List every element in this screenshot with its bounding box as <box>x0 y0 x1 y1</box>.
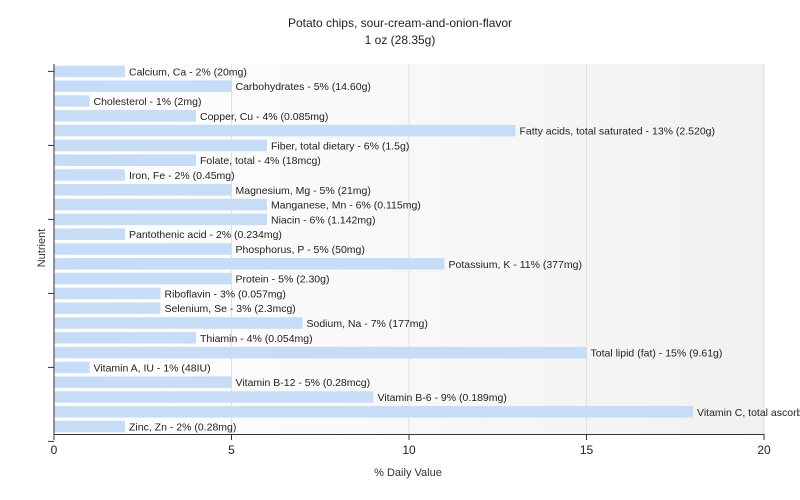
bar <box>54 184 232 196</box>
x-tick-label: 5 <box>228 443 235 457</box>
bar <box>54 80 232 92</box>
bar-label: Calcium, Ca - 2% (20mg) <box>129 66 247 78</box>
bar <box>54 287 161 300</box>
bar <box>54 391 374 403</box>
bar-label: Vitamin B-6 - 9% (0.189mg) <box>378 392 507 404</box>
bar-label: Zinc, Zn - 2% (0.28mg) <box>129 422 236 434</box>
bar <box>54 272 232 285</box>
bar <box>54 332 196 344</box>
bar <box>54 361 90 374</box>
bar-label: Total lipid (fat) - 15% (9.61g) <box>591 348 723 360</box>
chart-subtitle: 1 oz (28.35g) <box>365 33 436 47</box>
y-axis-label: Nutrient <box>36 229 48 268</box>
bar-label: Fatty acids, total saturated - 13% (2.52… <box>520 126 716 138</box>
bar <box>54 110 196 122</box>
x-ticks-group: 0 5 10 15 20 <box>51 434 771 457</box>
bar <box>54 346 587 359</box>
bar <box>54 317 303 329</box>
bar <box>54 302 161 314</box>
bar-label: Vitamin C, total ascorbic acid - 18% (10… <box>697 407 800 419</box>
chart-title: Potato chips, sour-cream-and-onion-flavo… <box>288 16 512 30</box>
bar <box>54 95 90 107</box>
x-tick-label: 20 <box>757 443 771 457</box>
bar <box>54 228 125 240</box>
bar <box>54 213 267 226</box>
bar <box>54 376 232 388</box>
bar <box>54 258 445 270</box>
bar <box>54 420 125 433</box>
bar-label: Sodium, Na - 7% (177mg) <box>307 318 428 330</box>
bar-label: Niacin - 6% (1.142mg) <box>271 214 375 226</box>
bar <box>54 124 516 137</box>
bar-label: Riboflavin - 3% (0.057mg) <box>165 288 286 300</box>
bar <box>54 169 125 181</box>
bar <box>54 243 232 255</box>
bar <box>54 139 267 152</box>
bar-label: Vitamin B-12 - 5% (0.28mcg) <box>236 377 371 389</box>
bar <box>54 154 196 166</box>
bar-label: Potassium, K - 11% (377mg) <box>449 259 582 271</box>
bar-label: Folate, total - 4% (18mcg) <box>200 155 321 167</box>
bar-label: Copper, Cu - 4% (0.085mg) <box>200 111 328 123</box>
bar-labels-group: Calcium, Ca - 2% (20mg) Carbohydrates - 5… <box>94 66 800 433</box>
bar <box>54 198 267 211</box>
bar-label: Thiamin - 4% (0.054mg) <box>200 333 313 345</box>
bar-label: Vitamin A, IU - 1% (48IU) <box>94 362 211 374</box>
bar-label: Phosphorus, P - 5% (50mg) <box>236 244 365 256</box>
x-tick-label: 10 <box>402 443 416 457</box>
bar-label: Cholesterol - 1% (2mg) <box>94 96 202 108</box>
x-tick-label: 0 <box>51 443 58 457</box>
bar <box>54 406 693 418</box>
bars-group <box>54 65 693 433</box>
bar-label: Protein - 5% (2.30g) <box>236 274 330 286</box>
bar-label: Magnesium, Mg - 5% (21mg) <box>236 185 371 197</box>
bar-label: Pantothenic acid - 2% (0.234mg) <box>129 229 282 241</box>
bar-label: Iron, Fe - 2% (0.45mg) <box>129 170 235 182</box>
x-tick-label: 15 <box>580 443 594 457</box>
bar-label: Carbohydrates - 5% (14.60g) <box>236 81 371 93</box>
bar <box>54 65 125 78</box>
bar-label: Fiber, total dietary - 6% (1.5g) <box>271 140 409 152</box>
bar-label: Selenium, Se - 3% (2.3mcg) <box>165 303 296 315</box>
x-axis-label: % Daily Value <box>374 467 442 479</box>
bar-label: Manganese, Mn - 6% (0.115mg) <box>271 200 421 212</box>
